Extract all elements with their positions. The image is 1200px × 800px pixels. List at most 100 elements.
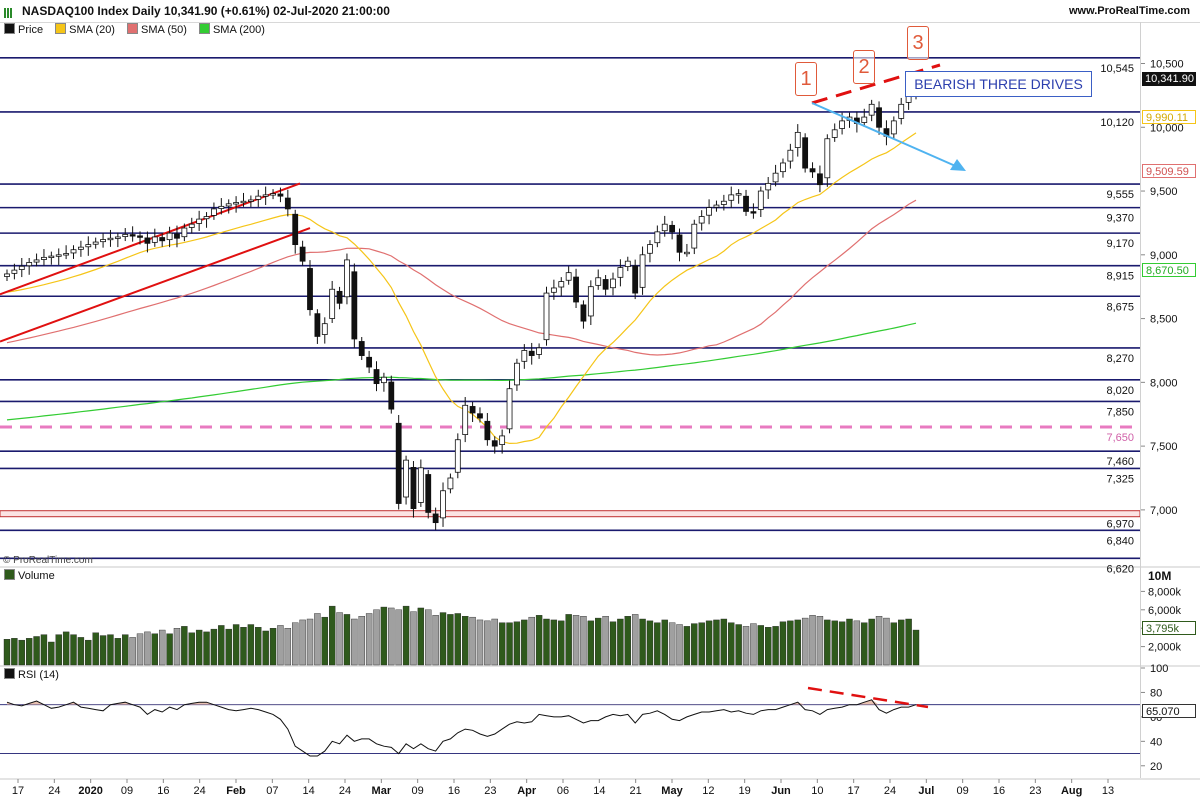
volume-bar [528,616,535,666]
x-axis-label: 24 [884,785,896,797]
candle-body [225,203,232,207]
candle-body [602,279,609,290]
candle-body [565,272,572,281]
candle-body [395,422,402,504]
volume-bar [742,626,750,666]
volume-bar [410,611,417,666]
candle-body [33,259,40,263]
candle-body [159,237,166,242]
candle-body [676,234,683,253]
channel-lower [0,227,311,343]
volume-bar [735,624,742,666]
volume-bar [402,605,410,666]
level-label: 7,460 [1106,456,1134,468]
volume-bar [905,618,912,666]
volume-bar [713,619,720,666]
volume-bar [203,631,210,666]
x-axis-label: 17 [848,785,860,797]
rsi-swatch [4,668,15,679]
candle-body [454,439,461,473]
volume-bar [358,616,365,666]
candle-body [595,277,602,286]
legend-label: SMA (50) [141,24,187,36]
volume-bar [624,616,631,666]
candle-body [876,107,882,128]
level-label: 6,840 [1106,535,1134,547]
candle-body [70,249,77,254]
volume-bar [240,627,247,666]
candle-body [240,200,247,204]
drag-grip-icon[interactable] [4,5,14,18]
brand-label[interactable]: www.ProRealTime.com [1068,5,1190,17]
candle-body [277,193,284,197]
price-axis-label: 9,000 [1150,250,1178,262]
volume-bar [461,616,469,666]
candle-body [358,341,365,356]
price-axis-divider [1140,22,1141,778]
candle-body [839,120,845,129]
volume-bar [476,619,484,666]
candle-body [129,234,136,237]
legend-label: Price [18,24,44,36]
candle-body [381,376,387,384]
candle-body [388,381,395,410]
legend-sma20[interactable]: SMA (20) [55,23,115,36]
candle-body [543,292,550,341]
volume-bar [425,609,432,666]
volume-bar [255,627,262,666]
x-axis-label: Jun [771,785,791,797]
legend-price[interactable]: Price [4,23,43,36]
volume-bar [247,624,255,666]
candle-body [757,190,764,210]
legend-sma50[interactable]: SMA (50) [127,23,187,36]
volume-bar [535,615,543,666]
volume-bar [151,633,159,666]
volume-bar [469,616,476,666]
price-tag-sma200: 8,670.50 [1142,263,1196,277]
candle-body [211,208,217,216]
volume-bar [779,621,787,666]
volume-bar [158,629,166,666]
candle-body [166,232,173,241]
volume-bar [365,613,373,666]
volume-bar [328,605,336,666]
rsi-divergence-line [807,686,929,709]
volume-bar [336,612,343,666]
volume-bar [868,618,875,666]
volume-bar [875,616,883,666]
x-axis-label: 07 [266,785,278,797]
volume-bar [129,637,136,666]
volume-bar [498,622,506,666]
volume-bar [181,626,188,666]
candle-body [299,246,306,262]
candle-body [706,207,712,216]
candle-body [484,420,491,441]
volume-bar [136,633,144,666]
x-axis-label: 16 [993,785,1005,797]
candle-body [514,362,520,386]
volume-bar [691,623,698,666]
volume-bar [757,625,765,666]
volume-bar [750,623,757,666]
volume-bar [122,634,129,666]
legend-sma200[interactable]: SMA (200) [198,23,265,36]
candle-body [18,265,25,270]
level-label: 8,915 [1106,271,1134,283]
volume-bar [794,619,801,666]
projection-arrow [811,102,961,169]
candle-body [114,236,121,239]
volume-bar [33,636,40,666]
candle-body [639,254,646,288]
volume-bar [720,618,728,666]
volume-bar [772,626,779,666]
price-axis-label: 7,500 [1150,441,1178,453]
rsi-axis-label: 20 [1150,761,1162,773]
volume-bar [262,630,269,666]
x-axis-label: 09 [121,785,133,797]
candle-body [292,213,299,246]
price-axis-label: 8,000 [1150,377,1178,389]
volume-bar [210,628,218,666]
candle-body [735,193,742,196]
volume-bar [661,619,668,666]
